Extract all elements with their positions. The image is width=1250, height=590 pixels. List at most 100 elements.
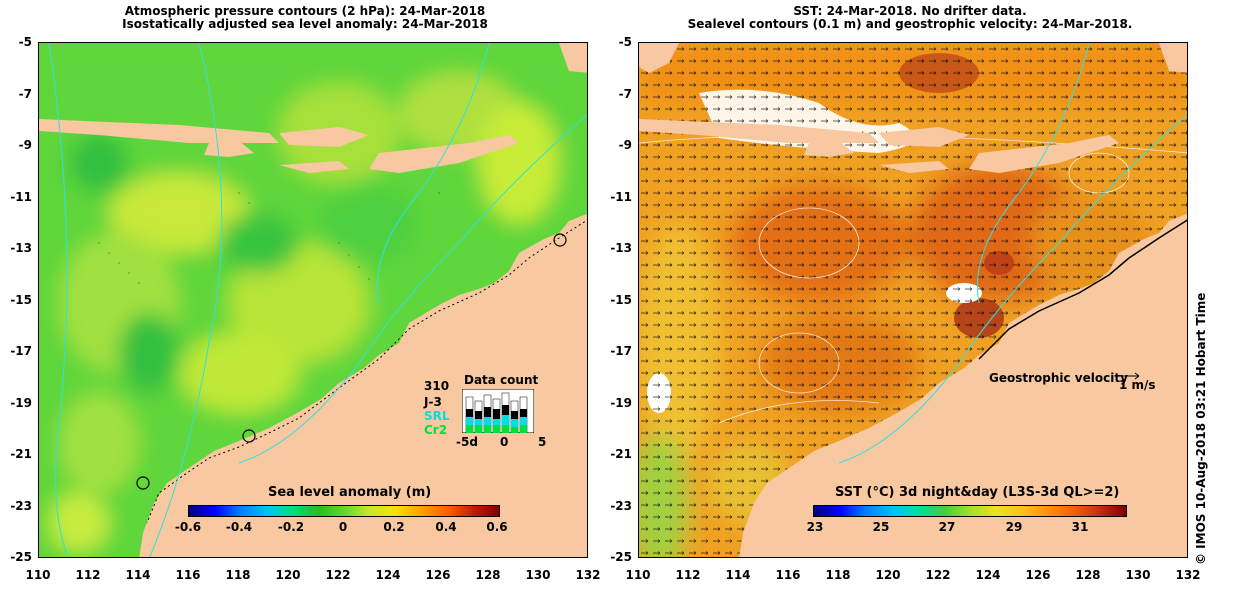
left-cbar-tick: 0.2	[383, 520, 405, 534]
left-cbar-tick: -0.4	[225, 520, 253, 534]
y-tick-label: -7	[18, 87, 32, 101]
sst-colorbar	[813, 505, 1127, 517]
land-sumbawa-flores	[804, 141, 854, 157]
inset-xtick-neg5: -5d	[456, 435, 478, 449]
series-cr2-label: Cr2	[424, 423, 448, 437]
x-tick-label: 120	[875, 568, 901, 582]
x-tick-label: 116	[175, 568, 201, 582]
right-cbar-tick: 29	[1005, 520, 1023, 534]
right-title-line1: SST: 24-Mar-2018. No drifter data.	[793, 4, 1027, 18]
left-cbar-tick: 0.4	[435, 520, 457, 534]
land-sumbawa-flores	[204, 141, 254, 157]
y-tick-label: -15	[610, 293, 632, 307]
y-tick-label: -25	[610, 550, 632, 564]
x-tick-label: 132	[575, 568, 601, 582]
x-tick-label: 116	[775, 568, 801, 582]
x-tick-label: 110	[625, 568, 651, 582]
land-java	[639, 119, 879, 143]
land-north-top	[639, 43, 679, 73]
tide-gauge-marker	[242, 429, 256, 443]
series-j3-label: J-3	[424, 395, 442, 409]
left-title-line2: Isostatically adjusted sea level anomaly…	[122, 17, 488, 31]
y-tick-label: -25	[10, 550, 32, 564]
y-tick-label: -21	[610, 447, 632, 461]
right-cbar-tick: 25	[872, 520, 890, 534]
x-tick-label: 130	[525, 568, 551, 582]
land-sumba	[879, 161, 949, 173]
data-count-bars	[462, 389, 534, 433]
land-java	[39, 119, 279, 143]
x-tick-label: 124	[975, 568, 1001, 582]
left-cbar-tick: -0.2	[277, 520, 305, 534]
x-tick-label: 124	[375, 568, 401, 582]
x-tick-label: 118	[825, 568, 851, 582]
land-tanimbar	[1159, 43, 1187, 73]
y-tick-label: -23	[610, 499, 632, 513]
x-tick-label: 114	[125, 568, 151, 582]
x-tick-label: 132	[1175, 568, 1201, 582]
y-tick-label: -15	[10, 293, 32, 307]
x-tick-label: 110	[25, 568, 51, 582]
land-bali-lombok	[279, 127, 369, 147]
sst-field	[639, 43, 1187, 557]
x-tick-label: 126	[425, 568, 451, 582]
left-cbar-tick: 0	[338, 520, 348, 534]
y-tick-label: -5	[18, 35, 32, 49]
right-cbar-tick: 23	[806, 520, 824, 534]
y-tick-label: -17	[610, 344, 632, 358]
left-map-title: Atmospheric pressure contours (2 hPa): 2…	[95, 5, 515, 31]
data-count-max: 310	[424, 379, 450, 393]
velocity-legend-label: Geostrophic velocity	[989, 371, 1128, 385]
y-tick-label: -21	[10, 447, 32, 461]
land-bali-lombok	[879, 127, 969, 147]
data-count-title: Data count	[464, 373, 539, 387]
right-title-line2: Sealevel contours (0.1 m) and geostrophi…	[687, 17, 1133, 31]
sst-map: Geostrophic velocity 1 m/s	[638, 42, 1188, 558]
y-tick-label: -11	[10, 190, 32, 204]
x-tick-label: 112	[675, 568, 701, 582]
y-tick-label: -23	[10, 499, 32, 513]
sea-level-colorbar	[188, 505, 500, 517]
right-map-title: SST: 24-Mar-2018. No drifter data. Seale…	[660, 5, 1160, 31]
data-count-inset: Data count 310 J-3 SRL Cr2	[424, 373, 564, 453]
right-colorbar-title: SST (°C) 3d night&day (L3S-3d QL>=2)	[835, 485, 1120, 500]
x-tick-label: 118	[225, 568, 251, 582]
y-tick-label: -13	[10, 241, 32, 255]
inset-xtick-0: 0	[500, 435, 509, 449]
sea-level-anomaly-field	[39, 43, 587, 557]
inset-xtick-5: 5	[538, 435, 547, 449]
left-cbar-tick: -0.6	[174, 520, 202, 534]
right-cbar-tick: 31	[1071, 520, 1089, 534]
velocity-scale-label: 1 m/s	[1119, 378, 1156, 392]
x-tick-label: 122	[925, 568, 951, 582]
series-srl-label: SRL	[424, 409, 450, 423]
y-tick-label: -7	[618, 87, 632, 101]
y-tick-label: -11	[610, 190, 632, 204]
y-tick-label: -9	[618, 138, 632, 152]
right-cbar-tick: 27	[938, 520, 956, 534]
x-tick-label: 114	[725, 568, 751, 582]
y-tick-label: -13	[610, 241, 632, 255]
x-tick-label: 128	[1075, 568, 1101, 582]
y-tick-label: -19	[610, 396, 632, 410]
imos-credit: © IMOS 10-Aug-2018 03:21 Hobart Time	[1194, 292, 1208, 565]
left-cbar-tick: 0.6	[486, 520, 508, 534]
x-tick-label: 122	[325, 568, 351, 582]
tide-gauge-marker	[136, 476, 150, 490]
sea-level-anomaly-map: Data count 310 J-3 SRL Cr2	[38, 42, 588, 558]
y-tick-label: -17	[10, 344, 32, 358]
land-australia	[739, 213, 1187, 557]
y-tick-label: -9	[18, 138, 32, 152]
y-tick-label: -5	[618, 35, 632, 49]
land-australia	[139, 213, 587, 557]
tide-gauge-marker	[553, 233, 567, 247]
x-tick-label: 112	[75, 568, 101, 582]
left-title-line1: Atmospheric pressure contours (2 hPa): 2…	[124, 4, 486, 18]
x-tick-label: 120	[275, 568, 301, 582]
left-colorbar-title: Sea level anomaly (m)	[268, 485, 432, 500]
y-tick-label: -19	[10, 396, 32, 410]
x-tick-label: 130	[1125, 568, 1151, 582]
velocity-scale-arrow	[1119, 372, 1140, 380]
land-sumba	[279, 161, 349, 173]
land-tanimbar	[559, 43, 587, 73]
